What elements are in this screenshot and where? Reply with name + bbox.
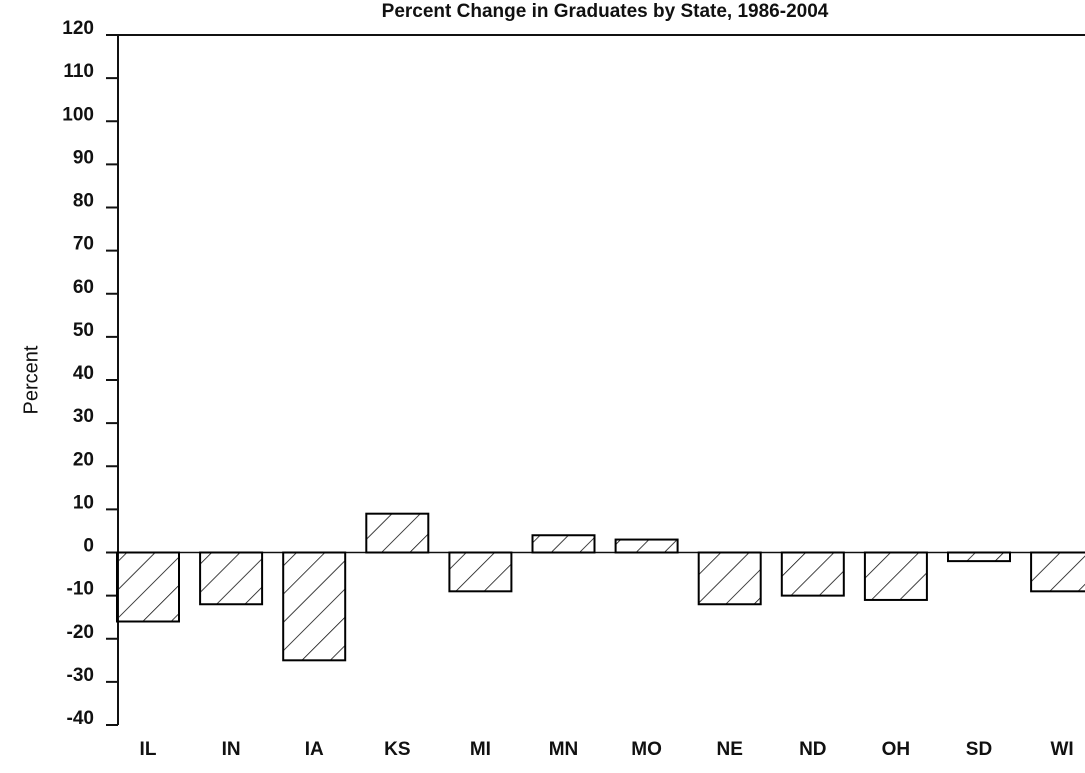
x-tick-label: MN (549, 739, 579, 760)
bar (531, 534, 596, 554)
bar (1030, 551, 1085, 593)
chart-title: Percent Change in Graduates by State, 19… (382, 1, 829, 22)
y-tick-label: -10 (67, 579, 94, 600)
y-tick-label: 10 (73, 492, 94, 513)
bar (780, 551, 845, 597)
bar (282, 551, 347, 662)
y-tick-label: -30 (67, 665, 94, 686)
y-tick-label: 40 (73, 363, 94, 384)
bar (697, 551, 762, 606)
y-tick-label: -20 (67, 622, 94, 643)
bar (116, 551, 180, 623)
bar (365, 512, 430, 554)
y-tick-label: 60 (73, 277, 94, 298)
y-tick-label: 120 (62, 18, 94, 39)
y-tick-label: 0 (83, 536, 94, 557)
x-tick-label: IN (222, 739, 241, 760)
y-tick-label: 30 (73, 406, 94, 427)
x-tick-label: OH (882, 739, 911, 760)
bar (614, 538, 679, 554)
x-tick-label: IL (140, 739, 157, 760)
x-tick-label: NE (716, 739, 742, 760)
y-tick-label: 20 (73, 449, 94, 470)
y-tick-label: 80 (73, 191, 94, 212)
bar (863, 551, 928, 601)
y-tick-label: 100 (62, 104, 94, 125)
x-tick-label: MO (631, 739, 662, 760)
bar (947, 551, 1011, 563)
bar (199, 551, 264, 606)
x-tick-label: IA (305, 739, 324, 760)
x-tick-label: KS (384, 739, 410, 760)
x-tick-label: MI (470, 739, 491, 760)
x-tick-label: WI (1050, 739, 1073, 760)
y-tick-label: 50 (73, 320, 94, 341)
y-tick-label: -40 (67, 708, 94, 729)
x-tick-label: ND (799, 739, 826, 760)
x-tick-label: SD (966, 739, 992, 760)
y-axis-label: Percent (20, 345, 42, 414)
y-tick-label: 70 (73, 234, 94, 255)
y-tick-label: 90 (73, 147, 94, 168)
bar (448, 551, 513, 593)
y-tick-label: 110 (63, 61, 94, 82)
